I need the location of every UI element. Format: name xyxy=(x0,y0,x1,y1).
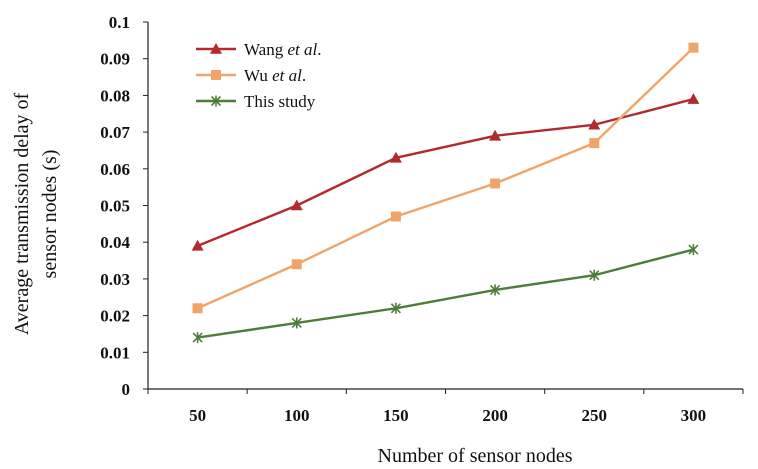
series-line xyxy=(197,248,694,339)
legend-marker xyxy=(210,43,222,54)
data-point xyxy=(291,317,302,329)
data-point xyxy=(390,211,401,222)
y-tick-label: 0.06 xyxy=(100,160,130,179)
legend-label: Wang et al. xyxy=(244,40,321,59)
data-point xyxy=(588,118,601,130)
y-tick-label: 0.07 xyxy=(100,123,130,142)
axes xyxy=(147,22,743,390)
y-axis-ticks: 0 0.01 0.02 0.03 0.04 0.05 0.06 0.07 0.08 0.09 0.1 xyxy=(100,13,148,399)
x-tick-label: 100 xyxy=(284,406,310,425)
x-tick-label: 300 xyxy=(681,406,707,425)
data-point xyxy=(490,178,501,189)
x-tick-label: 250 xyxy=(582,406,608,425)
data-point xyxy=(589,138,600,149)
y-tick-label: 0.02 xyxy=(100,307,130,326)
y-tick-label: 0.05 xyxy=(100,197,130,216)
y-tick-label: 0.03 xyxy=(100,270,130,289)
data-point xyxy=(489,129,502,141)
legend-label: This study xyxy=(244,92,316,111)
legend: Wang et al. Wu et al. This study xyxy=(196,40,321,111)
y-axis-title-line-2: sensor nodes (s) xyxy=(39,150,61,279)
y-tick-label: 0.1 xyxy=(109,13,130,32)
series-line xyxy=(197,97,694,247)
series-layer xyxy=(191,42,700,344)
data-point xyxy=(390,302,401,314)
data-point xyxy=(490,284,501,296)
legend-label: Wu et al. xyxy=(244,66,306,85)
x-tick-label: 150 xyxy=(383,406,409,425)
legend-marker xyxy=(210,95,222,107)
y-tick-label: 0.01 xyxy=(100,343,130,362)
data-point xyxy=(192,303,203,314)
x-tick-label: 200 xyxy=(482,406,508,425)
series-line xyxy=(197,46,695,310)
y-axis-title-line-1: Average transmission delay of xyxy=(11,92,33,335)
series-1 xyxy=(191,93,700,251)
data-point xyxy=(290,199,303,211)
series-2 xyxy=(192,42,699,314)
x-axis-ticks: 50 100 150 200 250 300 xyxy=(147,389,744,425)
y-tick-label: 0.04 xyxy=(100,233,130,252)
legend-item-2: Wu et al. xyxy=(196,66,306,85)
data-point xyxy=(389,151,402,163)
data-point xyxy=(191,239,204,251)
y-tick-label: 0 xyxy=(122,380,131,399)
x-tick-label: 50 xyxy=(189,406,206,425)
data-point xyxy=(192,332,203,344)
data-point xyxy=(688,244,699,256)
legend-item-3: This study xyxy=(196,92,316,111)
data-point xyxy=(687,93,700,104)
legend-item-1: Wang et al. xyxy=(196,40,321,59)
legend-marker xyxy=(211,70,221,80)
data-point xyxy=(589,269,600,281)
y-tick-label: 0.09 xyxy=(100,50,130,69)
series-3 xyxy=(192,244,699,344)
data-point xyxy=(688,42,699,53)
x-axis-title: Number of sensor nodes xyxy=(378,445,573,467)
y-tick-label: 0.08 xyxy=(100,86,130,105)
data-point xyxy=(291,259,302,270)
